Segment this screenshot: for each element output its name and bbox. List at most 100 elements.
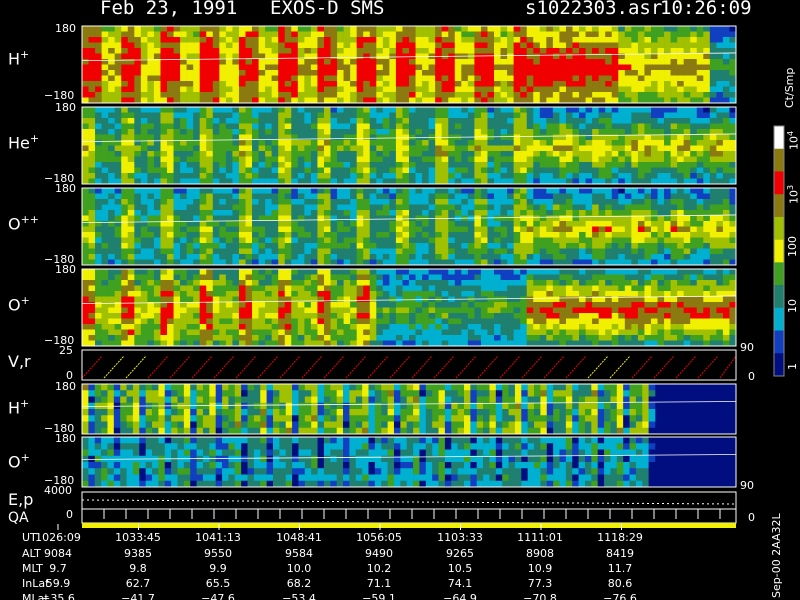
spectro-o-plus-plus-cell: [494, 204, 501, 211]
spectro-o-plus-plus-cell: [402, 188, 410, 194]
spectro-h-plus-cell: [134, 92, 142, 98]
spectro-o-plus-plus-cell: [670, 259, 678, 266]
spectro-h-plus-cell: [670, 31, 678, 38]
spectro-h-plus-cell: [173, 37, 181, 43]
spectro-h-plus-cell: [95, 75, 102, 82]
spectro-he-plus-cell: [323, 162, 331, 168]
spectro-o-plus-plus-cell: [448, 248, 456, 255]
spectro-he-plus-cell: [114, 123, 122, 130]
spectro-he-plus-cell: [500, 129, 508, 135]
spectro-o-plus-cell: [114, 318, 122, 325]
spectro-he-plus-cell: [167, 151, 174, 157]
spectro-o-plus-cell: [304, 280, 312, 286]
spectro-h-plus-cell: [507, 48, 514, 54]
spectro-o-plus-plus-cell: [167, 188, 174, 194]
spectro-o-plus-plus-cell: [245, 210, 253, 216]
spectro-he-plus-cell: [729, 167, 737, 174]
spectro-o-plus-plus-cell: [225, 221, 233, 227]
spectro-he-plus-cell: [415, 173, 423, 179]
spectro-o-plus-cell: [206, 340, 214, 347]
spectro-o-plus-plus-cell: [716, 248, 724, 255]
spectro-o-plus-plus-cell: [212, 248, 220, 255]
spectro-he-plus-cell: [422, 107, 429, 113]
spectro-he-plus-cell: [153, 123, 161, 130]
spectro-h-plus-cell: [690, 75, 698, 82]
spectro-o-plus-cell: [409, 307, 416, 314]
spectro-he-plus-cell: [644, 151, 652, 157]
spectro-h-plus-cell: [212, 26, 220, 32]
spectro-he-plus-cell: [206, 134, 214, 141]
spectro-o-plus-plus-cell: [605, 188, 613, 194]
spectro-o-plus-plus-cell: [467, 259, 475, 266]
spectro-h-plus-cell: [389, 81, 397, 87]
spectro-h-plus-cell: [494, 97, 501, 104]
spectro-o-plus-cell: [284, 296, 292, 303]
spectro-he-plus-cell: [271, 151, 279, 157]
spectro-he-plus-cell: [657, 140, 665, 146]
spectro-h-plus-cell: [677, 26, 684, 32]
spectro-he-plus-cell: [245, 162, 253, 168]
spectro-he-plus-cell: [520, 112, 528, 119]
spectro-o-plus-cell: [389, 285, 397, 292]
spectro-h-plus-cell: [395, 64, 403, 71]
spectro-h-plus-cell: [389, 26, 397, 32]
spectro-o-plus-cell: [252, 329, 259, 336]
spectro-h-plus-cell: [127, 81, 135, 87]
spectro-he-plus-cell: [310, 145, 318, 152]
spectro-o-plus-plus-cell: [500, 215, 508, 222]
spectro-he-plus-cell: [127, 118, 135, 124]
spectro-h-plus-cell: [395, 53, 403, 60]
spectro-h-plus-cell: [696, 75, 704, 82]
spectro-o-plus-cell: [252, 307, 259, 314]
spectro-he-plus-cell: [454, 118, 462, 124]
spectro-h-plus-cell: [729, 92, 737, 98]
spectro-h-plus-cell: [291, 48, 299, 54]
spectro-h-plus-cell: [513, 53, 521, 60]
spectro-he-plus-cell: [441, 151, 449, 157]
spectro-h-plus-cell: [605, 86, 613, 93]
spectro-h-plus-cell: [631, 37, 639, 43]
spectro-o-plus-plus-cell: [605, 259, 613, 266]
spectro-he-plus-cell: [147, 140, 155, 146]
spectro-o-plus-plus-cell: [82, 243, 89, 249]
spectro-o-plus-cell: [415, 291, 423, 297]
spectro-he-plus-cell: [696, 112, 704, 119]
spectro-h-plus-cell: [657, 75, 665, 82]
spectro-h-plus-cell: [650, 81, 658, 87]
spectro-he-plus-cell: [212, 129, 220, 135]
spectro-he-plus-cell: [546, 156, 554, 163]
spectro-o-plus-cell: [422, 340, 429, 347]
spectro-o-plus-cell: [382, 329, 390, 336]
spectro-h-plus-cell: [121, 86, 129, 93]
spectro-o-plus-plus-cell: [650, 237, 658, 244]
spectro-he-plus-cell: [461, 156, 469, 163]
spectro-h-plus-cell: [428, 31, 436, 38]
spectro-o-plus-plus-cell: [369, 204, 377, 211]
spectro-he-plus-cell: [147, 129, 155, 135]
spectro-h-plus-cell: [657, 31, 665, 38]
spectro-he-plus-cell: [539, 107, 547, 113]
spectro-h-plus-cell: [598, 26, 606, 32]
spectro-h-plus-cell: [546, 86, 554, 93]
spectro-o-plus-plus-cell: [467, 237, 475, 244]
spectro-h-plus-cell: [487, 70, 495, 76]
spectro-he-plus-cell: [82, 129, 89, 135]
spectro-o-plus-cell: [278, 291, 286, 297]
spectro-h-plus-cell: [101, 42, 109, 49]
spectro-o-plus-cell: [147, 313, 155, 319]
spectro-o-plus-plus-cell: [605, 248, 613, 255]
spectro-o-plus-plus-cell: [180, 259, 187, 266]
spectro-he-plus-cell: [317, 129, 325, 135]
spectro-o-plus-cell: [134, 313, 142, 319]
spectro-o-plus-plus-cell: [389, 215, 397, 222]
spectro-he-plus-cell: [238, 123, 246, 130]
spectro-he-plus-cell: [409, 145, 416, 152]
spectro-he-plus-cell: [121, 118, 129, 124]
spectro-he-plus-cell: [173, 151, 181, 157]
spectro-o-plus-plus-cell: [533, 237, 541, 244]
spectro-o-plus-cell: [147, 329, 155, 336]
spectro-h-plus-cell: [258, 31, 266, 38]
spectro-o-plus-plus-cell: [369, 259, 377, 266]
spectro-he-plus-cell: [389, 140, 397, 146]
spectro-o-plus-cell: [134, 335, 142, 341]
